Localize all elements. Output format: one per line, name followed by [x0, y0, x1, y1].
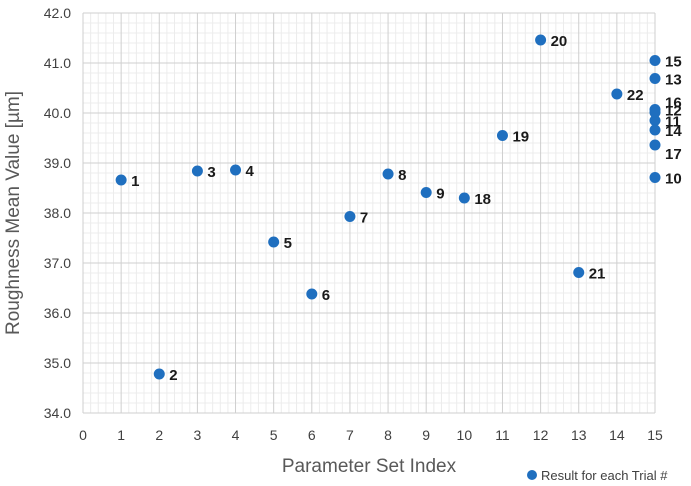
data-point — [649, 124, 661, 136]
data-point — [306, 288, 318, 300]
legend-label: Result for each Trial # — [541, 468, 668, 483]
data-point-label: 21 — [589, 266, 606, 283]
data-point — [344, 211, 356, 222]
data-point-label: 17 — [665, 146, 682, 163]
data-point — [649, 139, 661, 151]
data-point-label: 10 — [665, 171, 682, 188]
x-tick-label: 2 — [155, 427, 163, 443]
data-point — [573, 267, 585, 278]
data-point-label: 1 — [131, 173, 139, 190]
data-point-label: 5 — [284, 235, 292, 252]
data-point — [496, 130, 508, 141]
y-tick-label: 34.0 — [44, 405, 71, 421]
x-tick-label: 12 — [533, 427, 549, 443]
x-axis-title: Parameter Set Index — [282, 456, 457, 477]
data-point-label: 22 — [627, 87, 644, 104]
data-point — [268, 236, 280, 248]
y-axis-title: Roughness Mean Value [µm] — [3, 91, 24, 335]
x-tick-label: 3 — [194, 427, 202, 443]
data-point-label: 20 — [551, 33, 568, 50]
x-tick-label: 6 — [308, 427, 316, 443]
data-point-label: 15 — [665, 54, 682, 71]
data-point-label: 7 — [360, 210, 368, 227]
data-point-label: 8 — [398, 167, 406, 184]
data-point — [115, 174, 127, 186]
y-tick-label: 35.0 — [44, 355, 71, 371]
data-point — [153, 368, 165, 380]
data-point-label: 14 — [665, 123, 682, 140]
data-point-label: 12 — [665, 103, 682, 120]
y-tick-label: 39.0 — [44, 155, 71, 171]
data-point-label: 19 — [512, 129, 529, 146]
x-tick-label: 15 — [647, 427, 663, 443]
data-point — [230, 164, 242, 176]
y-tick-label: 41.0 — [44, 55, 71, 71]
data-point — [611, 88, 623, 100]
data-point-label: 16 — [665, 95, 682, 112]
x-tick-label: 4 — [232, 427, 240, 443]
x-axis-ticks: 0 1 2 3 4 5 6 7 8 9 10 11 12 13 14 15 — [79, 427, 663, 443]
data-points — [115, 34, 661, 380]
x-tick-label: 8 — [384, 427, 392, 443]
x-tick-label: 7 — [346, 427, 354, 443]
data-point — [649, 55, 661, 66]
data-point-label: 4 — [246, 163, 255, 180]
y-tick-label: 36.0 — [44, 305, 71, 321]
x-tick-label: 14 — [609, 427, 625, 443]
legend: Result for each Trial # — [527, 468, 668, 483]
data-point-label: 11 — [665, 114, 681, 131]
data-point-label: 6 — [322, 287, 330, 304]
data-point — [649, 115, 661, 126]
data-point — [649, 172, 661, 183]
y-tick-label: 38.0 — [44, 205, 71, 221]
data-point-label: 2 — [169, 367, 177, 384]
x-tick-label: 1 — [117, 427, 125, 443]
x-tick-label: 9 — [422, 427, 430, 443]
data-point — [535, 34, 547, 46]
data-point — [382, 168, 394, 180]
data-point — [458, 192, 470, 204]
data-point-label: 13 — [665, 72, 682, 89]
x-tick-label: 5 — [270, 427, 278, 443]
y-axis-ticks: 34.0 35.0 36.0 37.0 38.0 39.0 40.0 41.0 42.0 — [44, 5, 71, 421]
y-tick-label: 42.0 — [44, 5, 71, 21]
x-tick-label: 13 — [571, 427, 587, 443]
data-point — [420, 187, 432, 198]
data-point-label: 18 — [474, 191, 491, 208]
data-point-label: 9 — [436, 186, 444, 203]
data-point — [191, 165, 203, 177]
major-gridlines — [82, 12, 656, 414]
legend-marker — [527, 470, 537, 480]
x-tick-label: 10 — [457, 427, 473, 443]
y-tick-label: 37.0 — [44, 255, 71, 271]
y-tick-label: 40.0 — [44, 105, 71, 121]
data-point-label: 3 — [207, 164, 215, 181]
x-tick-label: 0 — [79, 427, 87, 443]
data-point — [649, 107, 661, 118]
x-tick-label: 11 — [495, 427, 510, 443]
data-point — [649, 73, 661, 84]
